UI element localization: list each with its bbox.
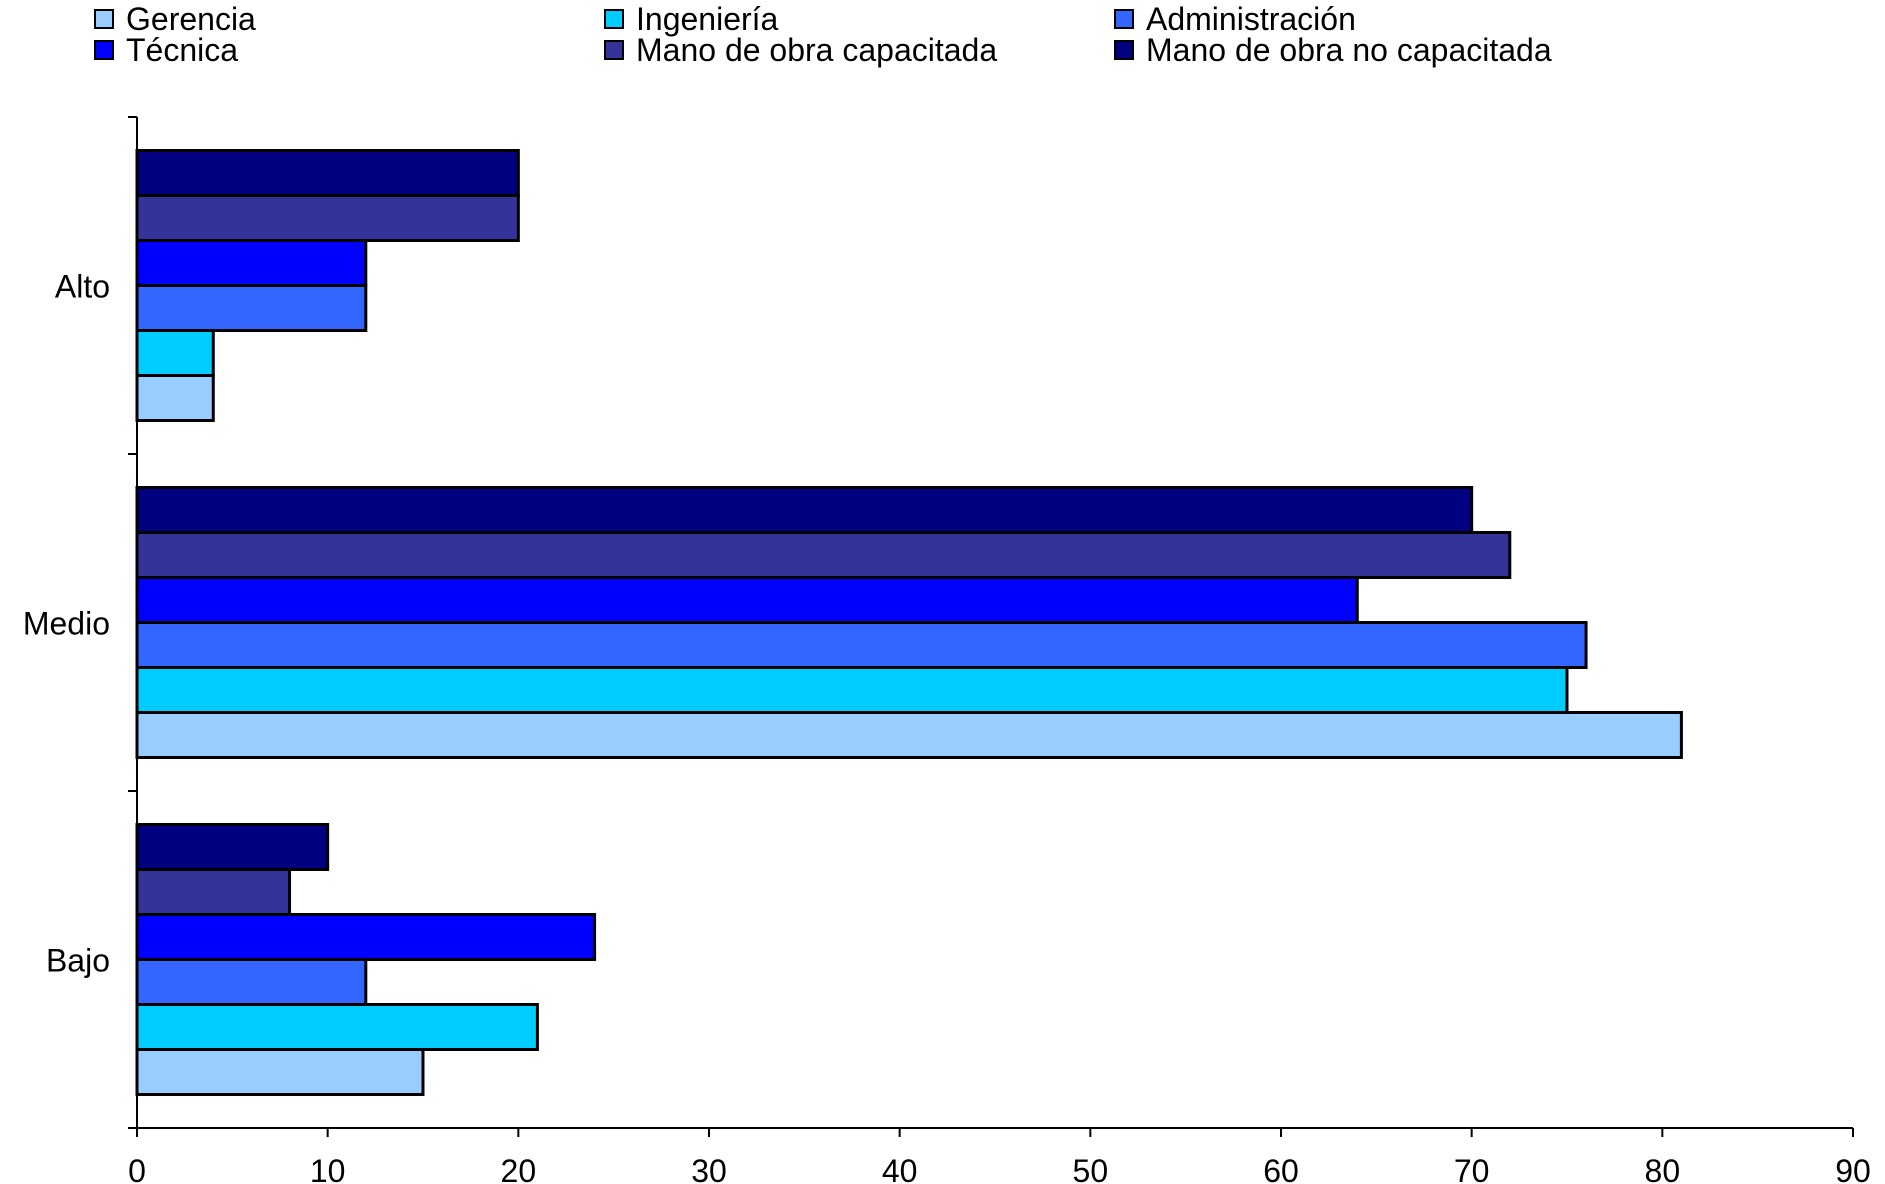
bar-bajo-tecnica [135,913,597,961]
x-tick-label-90: 90 [1835,1153,1871,1184]
legend-item-administracion: Administración [1114,1,1356,37]
bar-alto-gerencia [135,374,215,422]
bar-alto-mano-de-obra-no-capacitada [135,149,520,197]
legend-item-ingenieria: Ingeniería [604,1,779,37]
legend-item-mano-de-obra-no-capacitada: Mano de obra no capacitada [1114,32,1552,68]
category-label-alto: Alto [55,269,110,305]
legend-swatch-mano-de-obra-no-capacitada [1114,40,1134,60]
bar-medio-mano-de-obra-capacitada [135,531,1512,579]
bar-bajo-gerencia [135,1048,425,1096]
legend-label-administracion: Administración [1146,1,1356,37]
bar-medio-tecnica [135,576,1359,624]
axes: Alto Medio Bajo 0 10 20 30 40 50 60 70 80 90 [23,116,1871,1184]
x-tick-label-20: 20 [501,1153,537,1184]
bar-medio-gerencia [135,711,1683,759]
bar-bajo-administracion [135,958,368,1006]
legend-swatch-administracion [1114,9,1134,29]
legend-label-mano-de-obra-no-capacitada: Mano de obra no capacitada [1146,32,1552,68]
bar-medio-administracion [135,621,1588,669]
bar-alto-ingenieria [135,329,215,377]
x-tick-label-40: 40 [882,1153,918,1184]
legend-item-mano-de-obra-capacitada: Mano de obra capacitada [604,32,997,68]
legend-swatch-ingenieria [604,9,624,29]
legend-swatch-mano-de-obra-capacitada [604,40,624,60]
legend-label-tecnica: Técnica [126,32,238,68]
x-tick-label-50: 50 [1073,1153,1109,1184]
x-tick-label-30: 30 [691,1153,727,1184]
x-tick-label-60: 60 [1263,1153,1299,1184]
x-tick-label-70: 70 [1454,1153,1490,1184]
bar-alto-mano-de-obra-capacitada [135,194,520,242]
x-tick-label-10: 10 [310,1153,346,1184]
bar-alto-tecnica [135,239,368,287]
bars [135,149,1683,1096]
legend-label-mano-de-obra-capacitada: Mano de obra capacitada [636,32,997,68]
bar-bajo-mano-de-obra-capacitada [135,868,292,916]
bar-medio-mano-de-obra-no-capacitada [135,486,1474,534]
category-label-medio: Medio [23,606,110,642]
x-tick-label-80: 80 [1645,1153,1681,1184]
legend-label-gerencia: Gerencia [126,1,256,37]
legend: Gerencia Ingeniería Administración Técnica M… [94,1,1552,68]
legend-swatch-tecnica [94,40,114,60]
x-tick-label-0: 0 [128,1153,146,1184]
legend-label-ingenieria: Ingeniería [636,1,779,37]
legend-item-gerencia: Gerencia [94,1,256,37]
bar-alto-administracion [135,284,368,332]
category-label-bajo: Bajo [46,943,110,979]
bar-medio-ingenieria [135,666,1569,714]
bar-bajo-mano-de-obra-no-capacitada [135,823,330,871]
legend-swatch-gerencia [94,9,114,29]
legend-item-tecnica: Técnica [94,32,238,68]
bar-bajo-ingenieria [135,1003,539,1051]
